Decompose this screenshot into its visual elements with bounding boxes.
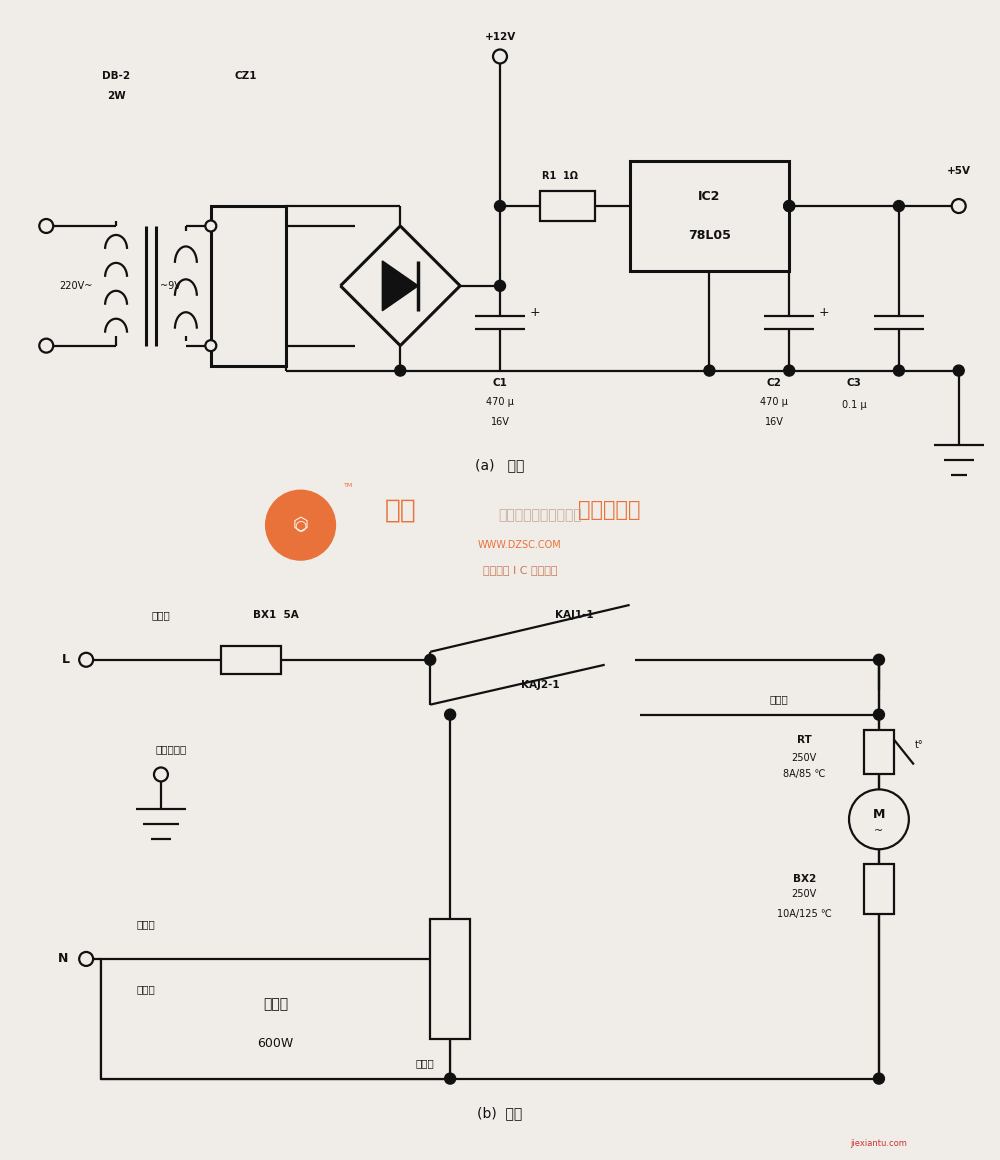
Text: 电热丝: 电热丝 bbox=[263, 996, 288, 1010]
Circle shape bbox=[952, 200, 966, 213]
Text: 470 μ: 470 μ bbox=[486, 398, 514, 407]
Text: 全球最大 I C 采购网站: 全球最大 I C 采购网站 bbox=[483, 565, 557, 575]
Circle shape bbox=[495, 281, 505, 291]
Circle shape bbox=[784, 201, 795, 211]
Circle shape bbox=[445, 1073, 456, 1085]
Circle shape bbox=[873, 1073, 884, 1085]
Text: 10A/125 ℃: 10A/125 ℃ bbox=[777, 909, 832, 919]
Text: 0.1 μ: 0.1 μ bbox=[842, 400, 866, 411]
Text: 250V: 250V bbox=[792, 889, 817, 899]
Bar bbox=[540, 191, 595, 222]
Bar bbox=[221, 646, 281, 674]
Circle shape bbox=[873, 709, 884, 720]
Text: WWW.DZSC.COM: WWW.DZSC.COM bbox=[478, 541, 562, 550]
Text: BX1  5A: BX1 5A bbox=[253, 610, 298, 619]
Text: KAJ2-1: KAJ2-1 bbox=[521, 680, 559, 690]
Text: BX2: BX2 bbox=[793, 875, 816, 884]
Text: 2W: 2W bbox=[107, 92, 125, 101]
Text: R1  1Ω: R1 1Ω bbox=[542, 172, 578, 181]
Text: +5V: +5V bbox=[947, 166, 971, 176]
Text: C1: C1 bbox=[493, 377, 507, 387]
Text: 16V: 16V bbox=[491, 418, 509, 427]
Circle shape bbox=[205, 220, 216, 232]
Text: (b)  负载: (b) 负载 bbox=[477, 1107, 523, 1121]
Text: (a)   电源: (a) 电源 bbox=[475, 458, 525, 472]
Circle shape bbox=[893, 365, 904, 376]
Bar bbox=[864, 864, 894, 914]
Circle shape bbox=[79, 653, 93, 667]
Text: C3: C3 bbox=[847, 377, 861, 387]
Circle shape bbox=[425, 654, 436, 666]
Circle shape bbox=[893, 201, 904, 211]
Text: ⬡: ⬡ bbox=[293, 516, 308, 534]
Text: CZ1: CZ1 bbox=[234, 72, 257, 81]
Text: TM: TM bbox=[344, 483, 353, 487]
Text: +: + bbox=[530, 306, 540, 319]
Text: ~: ~ bbox=[874, 826, 884, 836]
Bar bbox=[430, 919, 470, 1038]
Circle shape bbox=[39, 219, 53, 233]
Circle shape bbox=[873, 654, 884, 666]
Text: 杭州将睿科技有限公司: 杭州将睿科技有限公司 bbox=[498, 508, 582, 522]
Bar bbox=[211, 206, 286, 365]
Text: ○: ○ bbox=[294, 519, 307, 532]
Circle shape bbox=[79, 952, 93, 966]
Circle shape bbox=[39, 339, 53, 353]
Bar bbox=[864, 730, 894, 775]
Bar bbox=[630, 161, 789, 271]
Text: （红）: （红） bbox=[137, 984, 155, 994]
Text: IC2: IC2 bbox=[698, 189, 721, 203]
Text: +12V: +12V bbox=[484, 31, 516, 42]
Text: （黄、绿）: （黄、绿） bbox=[155, 745, 187, 754]
Text: 470 μ: 470 μ bbox=[760, 398, 788, 407]
Text: M: M bbox=[873, 807, 885, 821]
Text: （白）: （白） bbox=[137, 919, 155, 929]
Text: +: + bbox=[819, 306, 829, 319]
Text: 78L05: 78L05 bbox=[688, 230, 731, 242]
Circle shape bbox=[205, 340, 216, 351]
Circle shape bbox=[704, 365, 715, 376]
Text: （红）: （红） bbox=[152, 610, 170, 619]
Text: （黒）: （黒） bbox=[416, 1059, 435, 1068]
Polygon shape bbox=[382, 261, 418, 311]
Text: t°: t° bbox=[915, 740, 923, 749]
Text: 电子市场网: 电子市场网 bbox=[578, 500, 641, 520]
Circle shape bbox=[953, 365, 964, 376]
Circle shape bbox=[493, 50, 507, 64]
Circle shape bbox=[154, 768, 168, 782]
Text: DB-2: DB-2 bbox=[102, 72, 130, 81]
Text: RT: RT bbox=[797, 734, 812, 745]
Text: 16V: 16V bbox=[765, 418, 784, 427]
Text: 8A/85 ℃: 8A/85 ℃ bbox=[783, 769, 825, 780]
Text: （黑）: （黑） bbox=[770, 695, 789, 704]
Text: 600W: 600W bbox=[258, 1037, 294, 1050]
Circle shape bbox=[445, 709, 456, 720]
Circle shape bbox=[849, 790, 909, 849]
Circle shape bbox=[495, 201, 505, 211]
Text: KAJ1-1: KAJ1-1 bbox=[555, 610, 594, 619]
Text: ~9V: ~9V bbox=[160, 281, 181, 291]
Text: N: N bbox=[58, 952, 68, 965]
Text: 维库: 维库 bbox=[384, 498, 416, 523]
Bar bbox=[101, 959, 450, 1079]
Circle shape bbox=[784, 365, 795, 376]
Text: C2: C2 bbox=[767, 377, 782, 387]
Text: 220V~: 220V~ bbox=[59, 281, 93, 291]
Circle shape bbox=[266, 491, 335, 560]
Text: 250V: 250V bbox=[792, 753, 817, 762]
Circle shape bbox=[395, 365, 406, 376]
Circle shape bbox=[784, 201, 795, 211]
Text: jiexiantu.com: jiexiantu.com bbox=[851, 1139, 907, 1148]
Text: L: L bbox=[62, 653, 70, 666]
